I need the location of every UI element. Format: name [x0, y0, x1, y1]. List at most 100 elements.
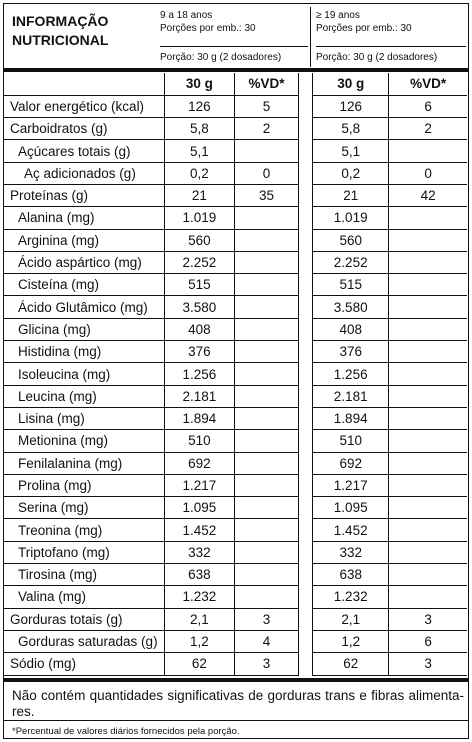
- nutrient-label: Ácido Glutâmico (mg): [4, 295, 165, 319]
- vd-9-18: [233, 585, 299, 609]
- qty-9-18: 1.019: [163, 206, 235, 230]
- table-row: Ácido Glutâmico (mg) 3.580 3.580: [4, 295, 467, 319]
- qty-9-18: 2,1: [163, 608, 235, 631]
- qty-19-plus: 2.252: [312, 251, 389, 275]
- col-vd-9-18: %VD*: [233, 73, 299, 96]
- vd-19-plus: [388, 229, 467, 252]
- nutrient-label: Serina (mg): [4, 496, 165, 520]
- header-group-19-plus: ≥ 19 anos Porções por emb.: 30 Porção: 3…: [316, 9, 466, 63]
- column-gap: [298, 452, 313, 475]
- qty-19-plus: 332: [312, 541, 389, 565]
- table-row: Gorduras totais (g) 2,1 3 2,1 3: [4, 608, 467, 631]
- column-gap: [298, 518, 313, 542]
- vd-19-plus: 6: [388, 95, 467, 119]
- qty-19-plus: 0,2: [312, 162, 389, 185]
- table-row: Triptofano (mg) 332 332: [4, 541, 467, 565]
- table-row: Sódio (mg) 62 3 62 3: [4, 652, 467, 676]
- qty-19-plus: 1.217: [312, 474, 389, 498]
- table-row: Metionina (mg) 510 510: [4, 429, 467, 453]
- header-divider: [4, 68, 468, 72]
- qty-9-18: 560: [163, 229, 235, 252]
- vd-9-18: [233, 229, 299, 252]
- qty-9-18: 3.580: [163, 295, 235, 319]
- vd-9-18: 4: [233, 630, 299, 654]
- vd-19-plus: [388, 206, 467, 230]
- vd-9-18: 3: [233, 608, 299, 631]
- vd-19-plus: [388, 541, 467, 565]
- vd-19-plus: [388, 318, 467, 342]
- vd-9-18: [233, 206, 299, 230]
- vd-19-plus: 42: [388, 184, 467, 208]
- nutrient-label: Tirosina (mg): [4, 563, 165, 587]
- table-row: Gorduras saturadas (g) 1,2 4 1,2 6: [4, 630, 467, 654]
- vd-9-18: 2: [233, 117, 299, 141]
- column-header-row: 30 g %VD* 30 g %VD*: [4, 73, 467, 96]
- servings-per-package: Porções por emb.: 30: [316, 23, 412, 34]
- qty-9-18: 1.452: [163, 518, 235, 542]
- vd-19-plus: [388, 273, 467, 297]
- vd-19-plus: [388, 429, 467, 453]
- vd-19-plus: [388, 585, 467, 609]
- vd-19-plus: [388, 251, 467, 275]
- column-gap: [298, 95, 313, 118]
- table-row: Histidina (mg) 376 376: [4, 340, 467, 364]
- nutrient-label: Valor energético (kcal): [4, 95, 165, 119]
- column-gap: [298, 184, 313, 207]
- qty-9-18: 62: [163, 652, 235, 676]
- vd-19-plus: 3: [388, 652, 467, 676]
- qty-9-18: 1.232: [163, 585, 235, 609]
- qty-9-18: 5,8: [163, 117, 235, 141]
- vd-19-plus: [388, 385, 467, 408]
- qty-19-plus: 3.580: [312, 295, 389, 319]
- title-line-2: NUTRICIONAL: [12, 32, 109, 48]
- vd-19-plus: [388, 518, 467, 542]
- vd-9-18: 5: [233, 95, 299, 119]
- footnote: *Percentual de valores diários fornecido…: [12, 726, 240, 737]
- nutrition-table: 30 g %VD* 30 g %VD* Valor energético (kc…: [4, 73, 467, 676]
- table-row: Carboidratos (g) 5,8 2 5,8 2: [4, 117, 467, 141]
- portion-size: Porção: 30 g (2 dosadores): [160, 52, 282, 63]
- nutrient-label: Triptofano (mg): [4, 541, 165, 565]
- column-gap: [298, 139, 313, 163]
- header-group-9-18: 9 a 18 anos Porções por emb.: 30 Porção:…: [160, 9, 308, 63]
- panel-title: INFORMAÇÃO NUTRICIONAL: [12, 12, 152, 50]
- qty-9-18: 2.252: [163, 251, 235, 275]
- table-row: Glicina (mg) 408 408: [4, 318, 467, 342]
- qty-9-18: 1,2: [163, 630, 235, 654]
- table-row: Proteínas (g) 21 35 21 42: [4, 184, 467, 208]
- nutrient-label: Ácido aspártico (mg): [4, 251, 165, 275]
- column-gap: [298, 429, 313, 453]
- qty-9-18: 1.256: [163, 362, 235, 386]
- column-gap: [298, 608, 313, 631]
- column-gap: [298, 206, 313, 230]
- qty-9-18: 21: [163, 184, 235, 208]
- vd-9-18: [233, 541, 299, 565]
- col-qty-19-plus: 30 g: [312, 73, 389, 96]
- vd-9-18: [233, 362, 299, 386]
- age-range: ≥ 19 anos: [316, 10, 360, 21]
- qty-19-plus: 1.232: [312, 585, 389, 609]
- column-gap: [298, 73, 313, 96]
- table-row: Leucina (mg) 2.181 2.181: [4, 385, 467, 408]
- vd-9-18: [233, 407, 299, 431]
- qty-9-18: 376: [163, 340, 235, 364]
- nutrient-label: Fenilalanina (mg): [4, 452, 165, 475]
- table-row: Valor energético (kcal) 126 5 126 6: [4, 95, 467, 119]
- column-gap: [298, 630, 313, 653]
- nutrient-label: Arginina (mg): [4, 229, 165, 252]
- vd-9-18: 0: [233, 162, 299, 185]
- nutrient-label: Alanina (mg): [4, 206, 165, 230]
- qty-9-18: 510: [163, 429, 235, 453]
- column-gap: [298, 295, 313, 319]
- table-row: Serina (mg) 1.095 1.095: [4, 496, 467, 520]
- nutrient-label: Prolina (mg): [4, 474, 165, 498]
- nutrient-label: Açúcares totais (g): [4, 139, 165, 163]
- vd-19-plus: [388, 139, 467, 163]
- trans-fat-note: Não contém quantidades significativas de…: [12, 688, 464, 719]
- qty-19-plus: 1,2: [312, 630, 389, 654]
- table-row: Ácido aspártico (mg) 2.252 2.252: [4, 251, 467, 275]
- nutrient-label: Glicina (mg): [4, 318, 165, 342]
- nutrition-facts-panel: INFORMAÇÃO NUTRICIONAL 9 a 18 anos Porçõ…: [3, 3, 469, 739]
- column-gap: [298, 541, 313, 564]
- vd-19-plus: [388, 452, 467, 475]
